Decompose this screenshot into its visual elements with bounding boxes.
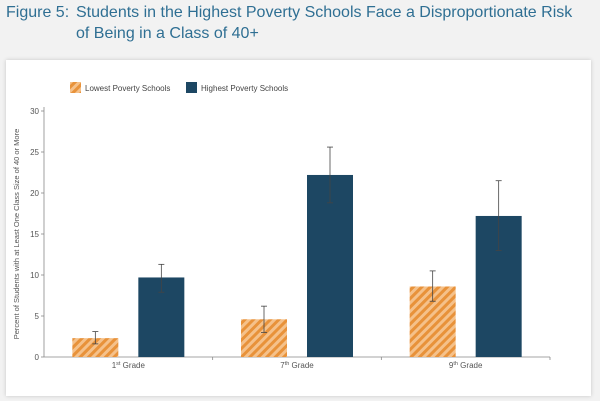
bar xyxy=(307,174,353,357)
y-tick-label: 25 xyxy=(30,148,39,157)
y-tick-label: 15 xyxy=(30,230,39,239)
y-tick-label: 0 xyxy=(35,353,40,362)
figure-title: Figure 5: Students in the Highest Poverty… xyxy=(6,2,596,44)
x-category-label: 1st Grade xyxy=(112,361,146,370)
y-axis-label: Percent of Students with at Least One Cl… xyxy=(12,129,21,340)
legend-swatch xyxy=(70,82,81,93)
bar xyxy=(72,338,119,357)
y-tick-label: 10 xyxy=(30,271,39,280)
legend-swatch xyxy=(186,82,197,93)
chart-panel: Lowest Poverty Schools Highest Poverty Sc… xyxy=(6,60,591,396)
x-category-label: 7th Grade xyxy=(280,361,314,370)
y-tick-label: 30 xyxy=(30,107,39,116)
chart-bars xyxy=(72,146,522,357)
figure-title-line1: Students in the Highest Poverty Schools … xyxy=(76,4,573,21)
y-tick-label: 5 xyxy=(35,312,40,321)
legend: Lowest Poverty Schools Highest Poverty Sc… xyxy=(70,82,288,93)
figure-label: Figure 5: xyxy=(6,4,70,21)
legend-label: Lowest Poverty Schools xyxy=(85,84,170,93)
chart-axes: 0 5 10 15 20 25 30 1st Grade 7th Grade 9th Grade xyxy=(30,107,551,370)
bar-chart: Lowest Poverty Schools Highest Poverty Sc… xyxy=(12,82,551,370)
legend-label: Highest Poverty Schools xyxy=(201,84,288,93)
y-tick-label: 20 xyxy=(30,189,39,198)
figure-title-line2: of Being in a Class of 40+ xyxy=(76,25,259,42)
x-category-label: 9th Grade xyxy=(449,361,483,370)
